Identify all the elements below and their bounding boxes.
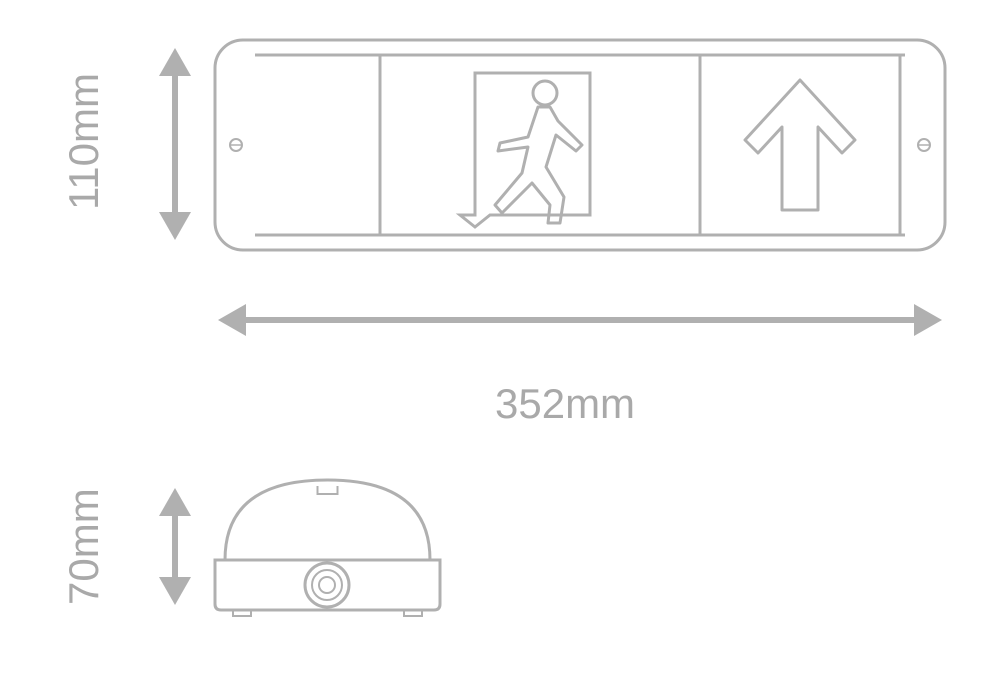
dimension-label: 110mm [60, 73, 108, 210]
side-view [215, 480, 440, 616]
dimension-label: 352mm [495, 380, 635, 428]
dim-arrow-width-front [218, 304, 942, 336]
dim-arrow-height-side [159, 488, 191, 605]
dimension-label: 70mm [60, 488, 108, 605]
running-man-icon [460, 73, 590, 227]
front-view [215, 40, 945, 250]
dim-arrow-height-front [159, 48, 191, 240]
technical-drawing [0, 0, 1000, 700]
up-arrow-icon [745, 80, 855, 210]
